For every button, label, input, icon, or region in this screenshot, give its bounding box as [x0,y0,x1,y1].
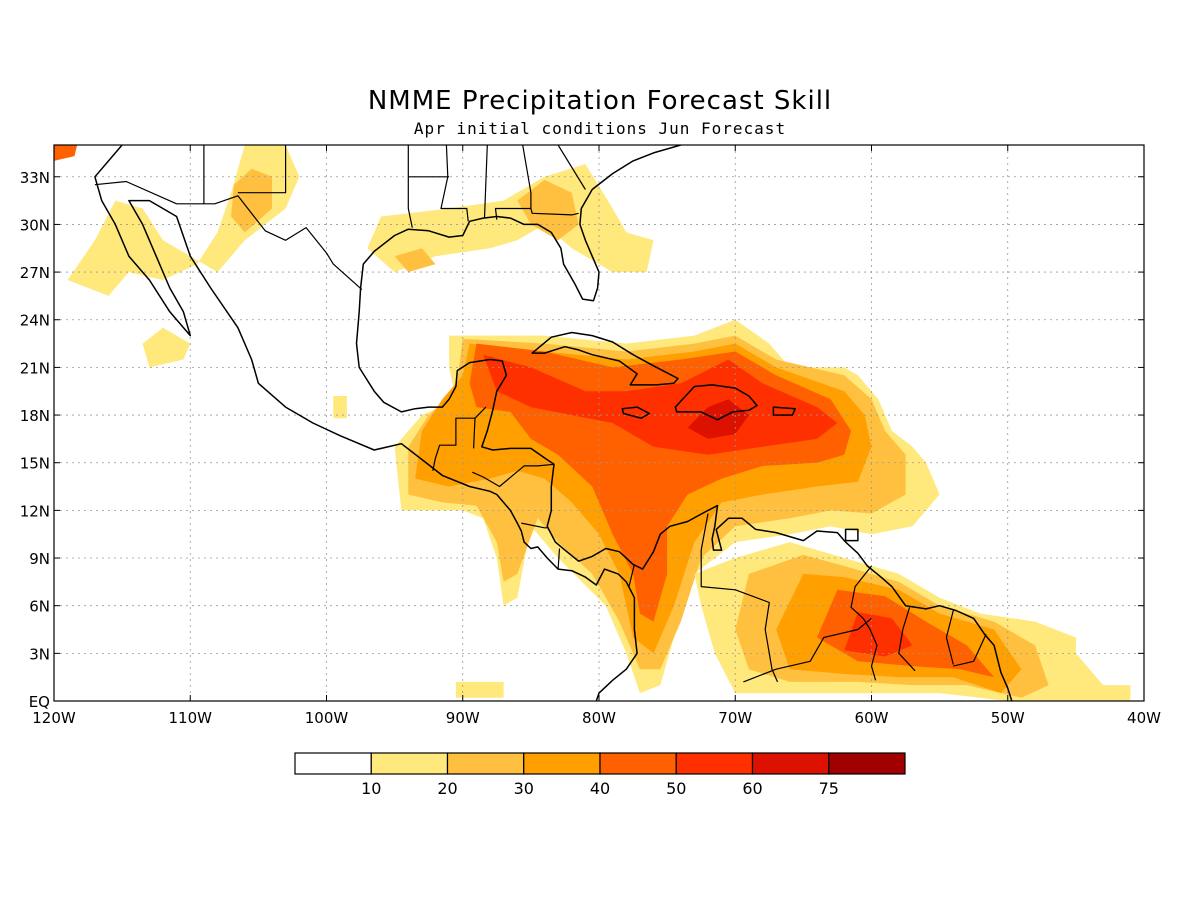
us-state-lines [494,145,532,220]
lat-label: 18N [20,407,50,425]
us-state-lines [237,145,287,194]
lon-label: 60W [855,709,889,727]
jamaica [621,406,651,419]
lat-label: 15N [20,455,50,473]
skill-region-gulf-coast-level-2 [394,248,436,273]
lon-label: 120W [32,709,76,727]
us-state-lines [407,145,413,228]
map-subtitle: Apr initial conditions Jun Forecast [413,119,787,138]
lat-label: 9N [29,550,50,568]
skill-contours [54,145,1131,701]
puerto-rico [772,406,796,416]
border-guyana-suriname [898,607,916,672]
lat-label: 33N [20,169,50,187]
lat-label: 3N [29,645,50,663]
border-colombia-venezuela [700,513,779,683]
coastlines [94,145,1013,701]
border-belize-guatemala [473,418,476,449]
lon-label: 110W [169,709,213,727]
lat-label: 12N [20,502,50,520]
colorbar-swatch [446,752,525,775]
colorbar-swatch [370,752,449,775]
colorbar-swatch [751,752,830,775]
lon-label: 70W [718,709,752,727]
skill-region-guiana-highlands-level-4 [817,589,995,678]
border-brazil-north [743,617,872,683]
border-costa-rica-panama [557,548,561,570]
us-state-lines [557,145,586,190]
skill-region-pacific-speck-level-1 [333,396,347,419]
border-panama-colombia [628,564,635,587]
colorbar-label: 10 [361,779,381,798]
skill-region-guiana-highlands-level-5 [844,612,913,657]
gulf-caribbean-coast [355,145,1013,701]
lat-label: 27N [20,264,50,282]
border-venezuela-guyana [850,565,878,681]
colorbar-swatch [294,752,372,775]
colorbar-label: 60 [742,779,762,798]
lon-label: 80W [582,709,616,727]
map-title: NMME Precipitation Forecast Skill [367,86,833,116]
lat-label: 30N [20,216,50,234]
cuba [531,331,679,386]
map-gridlines [54,145,1144,701]
us-state-lines [440,145,469,222]
lat-label: 6N [29,598,50,616]
lon-label: 90W [446,709,480,727]
lat-label: 21N [20,359,50,377]
skill-region-gulf-coast-level-2 [517,179,579,241]
colorbar-label: 20 [437,779,457,798]
lon-label: 40W [1127,709,1161,727]
skill-region-caribbean-basin-level-5 [483,354,838,455]
colorbar-label: 40 [590,779,610,798]
skill-region-mexico-northwest-level-2 [231,168,272,233]
skill-region-baja-tip-level-1 [142,327,191,368]
skill-region-northwest-corner-level-4 [54,145,78,161]
colorbar-label: 50 [666,779,686,798]
colorbar-label: 30 [514,779,534,798]
lon-label: 100W [305,709,349,727]
colorbar-swatch [675,752,754,775]
border-nicaragua-costa-rica [521,522,549,529]
us-state-lines [530,208,579,216]
border-central-america [472,463,555,488]
border-guiana-brazil [953,634,987,667]
colorbar-swatch [828,752,906,775]
lat-label: EQ [29,693,50,711]
border-suriname-guiana [945,610,954,665]
hispaniola [674,384,758,421]
north-america-coast [94,145,638,701]
lat-label: 24N [20,312,50,330]
trinidad [844,528,859,542]
colorbar-swatch [523,752,601,775]
colorbar: 10 20 30 40 50 60 75 [294,752,906,798]
lon-label: 50W [991,709,1025,727]
us-state-lines [483,145,488,219]
border-us-mexico [94,180,363,291]
colorbar-swatch [599,752,677,775]
colorbar-label: 75 [819,779,839,798]
skill-region-pacific-speck-level-1 [455,681,504,698]
